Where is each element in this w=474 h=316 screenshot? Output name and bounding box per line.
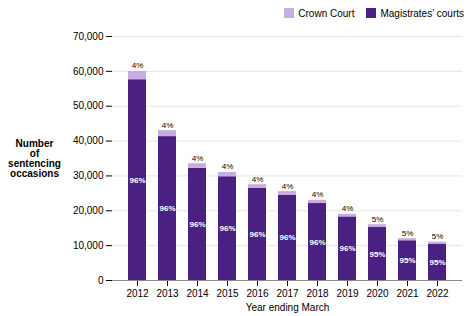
svg-text:Year ending March: Year ending March	[246, 302, 330, 313]
svg-text:50,000: 50,000	[73, 100, 104, 111]
svg-text:4%: 4%	[192, 154, 204, 163]
svg-text:2020: 2020	[366, 288, 389, 299]
svg-text:95%: 95%	[429, 258, 445, 267]
svg-text:30,000: 30,000	[73, 170, 104, 181]
svg-text:2021: 2021	[396, 288, 419, 299]
html-text:Crown Court: Crown Court	[298, 7, 355, 19]
svg-text:2016: 2016	[246, 288, 269, 299]
svg-text:4%: 4%	[132, 61, 144, 70]
svg-text:2012: 2012	[126, 288, 149, 299]
svg-text:40,000: 40,000	[73, 135, 104, 146]
svg-text:2014: 2014	[186, 288, 209, 299]
svg-text:4%: 4%	[342, 204, 354, 213]
svg-text:96%: 96%	[339, 244, 355, 253]
svg-text:95%: 95%	[369, 250, 385, 259]
svg-text:2013: 2013	[156, 288, 179, 299]
svg-text:5%: 5%	[432, 232, 444, 241]
svg-text:96%: 96%	[189, 220, 205, 229]
svg-text:Numberofsentencingoccasions: Numberofsentencingoccasions	[8, 138, 61, 179]
svg-text:2022: 2022	[426, 288, 449, 299]
svg-text:4%: 4%	[222, 162, 234, 171]
svg-text:2015: 2015	[216, 288, 239, 299]
svg-text:96%: 96%	[219, 224, 235, 233]
svg-text:96%: 96%	[309, 238, 325, 247]
svg-text:4%: 4%	[162, 121, 174, 130]
svg-text:95%: 95%	[399, 256, 415, 265]
svg-text:96%: 96%	[249, 230, 265, 239]
svg-text:10,000: 10,000	[73, 240, 104, 251]
svg-text:96%: 96%	[129, 176, 145, 185]
svg-text:2018: 2018	[306, 288, 329, 299]
svg-text:96%: 96%	[159, 204, 175, 213]
svg-text:4%: 4%	[252, 175, 264, 184]
svg-text:0: 0	[98, 275, 104, 286]
svg-text:5%: 5%	[372, 215, 384, 224]
svg-text:70,000: 70,000	[73, 31, 104, 42]
svg-text:5%: 5%	[402, 229, 414, 238]
svg-text:4%: 4%	[312, 190, 324, 199]
svg-text:60,000: 60,000	[73, 66, 104, 77]
svg-text:20,000: 20,000	[73, 205, 104, 216]
html-text:Magistrates’ courts: Magistrates’ courts	[380, 7, 464, 19]
svg-text:96%: 96%	[279, 233, 295, 242]
svg-text:2017: 2017	[276, 288, 299, 299]
svg-text:2019: 2019	[336, 288, 359, 299]
svg-text:4%: 4%	[282, 182, 294, 191]
